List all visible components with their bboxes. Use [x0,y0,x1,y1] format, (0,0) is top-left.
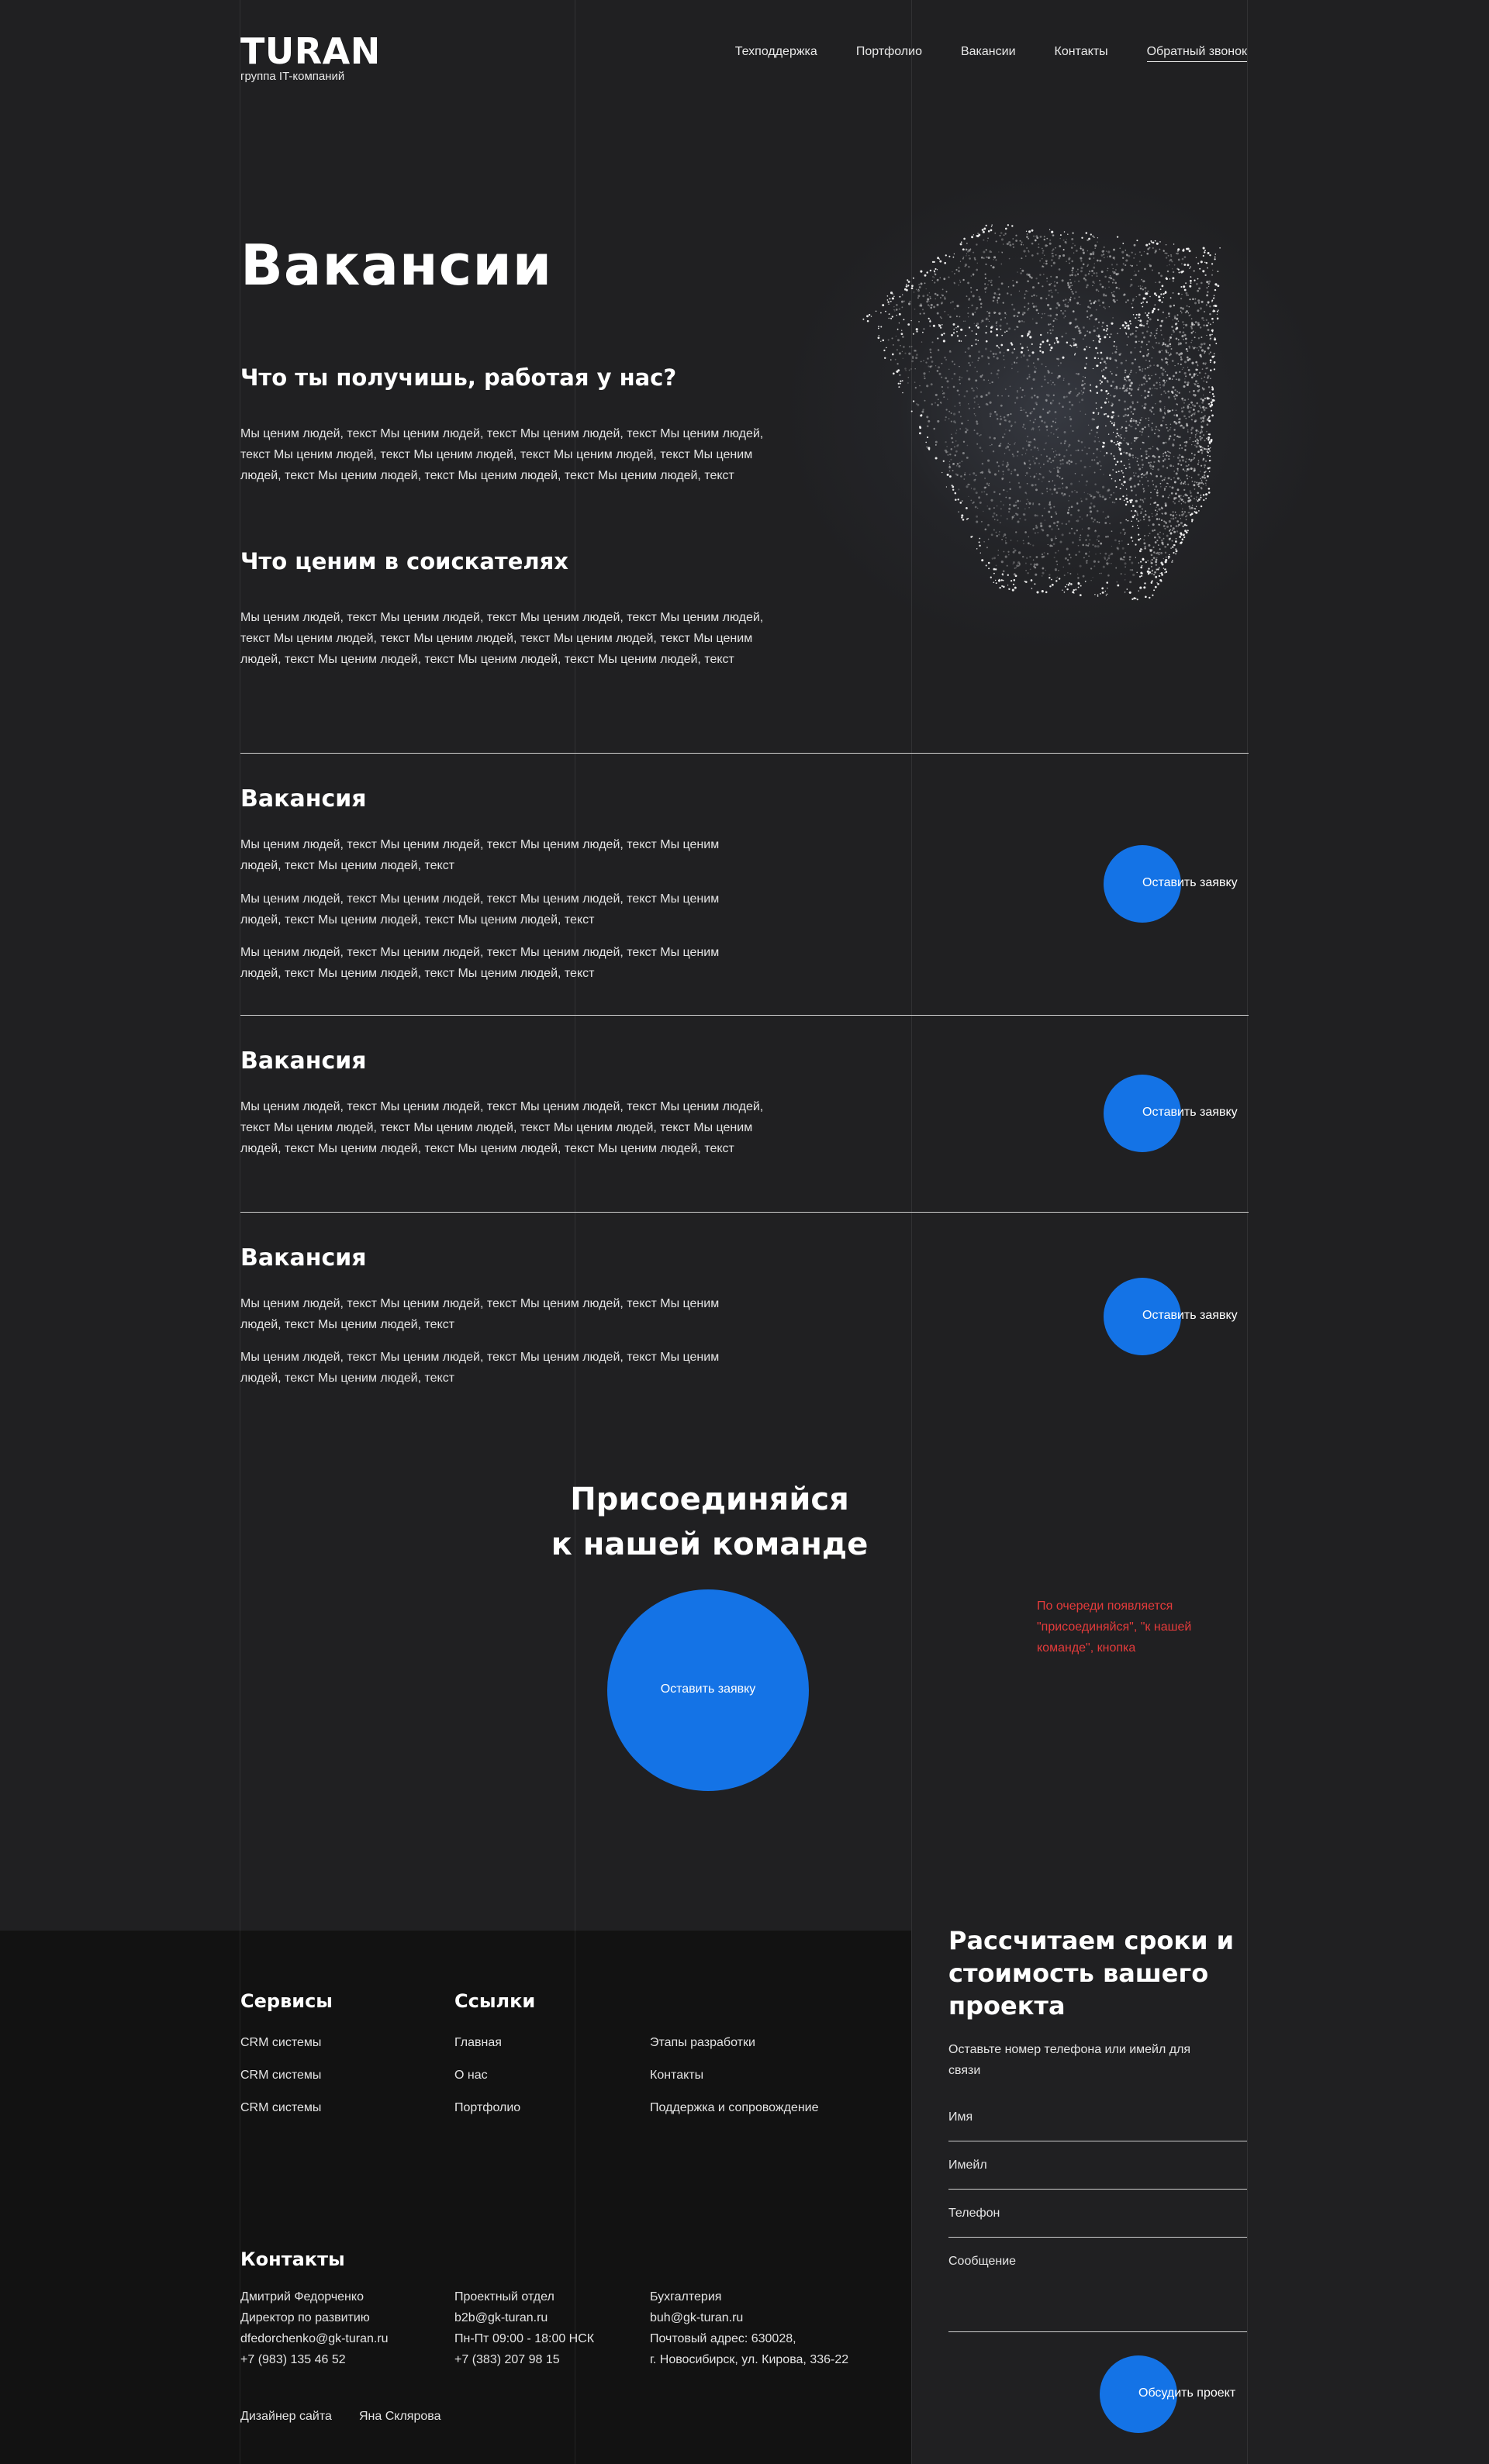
benefits-title: Что ты получишь, работая у нас? [240,364,677,391]
contact-dept-name: Проектный отдел [454,2290,554,2304]
main-nav: Техподдержка Портфолио Вакансии Контакты… [735,45,1247,62]
contact-project-dept: Проектный отдел b2b@gk-turan.ru Пн-Пт 09… [454,2286,594,2370]
contact-position: Директор по развитию [240,2311,370,2324]
hero-glow [776,163,1334,659]
message-field[interactable] [948,2255,1247,2332]
contacts-title: Контакты [240,2248,345,2270]
particle-cube-image [862,224,1221,601]
services-title: Сервисы [240,1990,333,2012]
designer-label: Дизайнер сайта [240,2410,332,2423]
contact-director: Дмитрий Федорченко Директор по развитию … [240,2286,389,2370]
join-title: Присоединяйся к нашей команде [465,1477,954,1567]
footer-link-contacts[interactable]: Контакты [650,2069,704,2082]
vacancy-text: Мы ценим людей, текст Мы ценим людей, те… [240,1351,720,1385]
footer-link-stages[interactable]: Этапы разработки [650,2036,755,2049]
phone-field[interactable] [948,2207,1247,2238]
vacancy-text: Мы ценим людей, текст Мы ценим людей, те… [240,838,720,872]
nav-contacts[interactable]: Контакты [1054,45,1108,58]
contact-address-line1: Почтовый адрес: 630028, [650,2332,796,2345]
contact-email[interactable]: b2b@gk-turan.ru [454,2311,548,2324]
contact-email[interactable]: dfedorchenko@gk-turan.ru [240,2332,389,2345]
form-title: Рассчитаем сроки и стоимость вашего прое… [948,1926,1235,2021]
submit-button-circle[interactable] [1100,2355,1177,2433]
logo[interactable]: TURAN группа IT-компаний [240,30,381,84]
grid-line [911,0,912,2464]
join-apply-button-label[interactable]: Оставить заявку [660,1682,756,1696]
contact-name: Дмитрий Федорченко [240,2290,364,2304]
vacancy-title: Вакансия [240,1047,367,1075]
message-input[interactable] [948,2255,1247,2310]
footer-link-service[interactable]: CRM системы [240,2101,322,2114]
footer-link-service[interactable]: CRM системы [240,2036,322,2049]
email-field[interactable] [948,2159,1247,2190]
grid-line [1247,0,1248,2464]
footer-link-home[interactable]: Главная [454,2036,502,2049]
divider [240,1212,1249,1213]
nav-vacancies[interactable]: Вакансии [960,45,1016,58]
logo-subtitle: группа IT-компаний [240,70,345,83]
footer-link-about[interactable]: О нас [454,2069,488,2082]
divider [240,753,1249,754]
benefits-text: Мы ценим людей, текст Мы ценим людей, те… [240,427,764,482]
nav-callback[interactable]: Обратный звонок [1146,45,1247,62]
contact-address-line2: г. Новосибирск, ул. Кирова, 336-22 [650,2353,849,2366]
name-field[interactable] [948,2110,1247,2141]
join-apply-button[interactable] [607,1589,809,1791]
nav-support[interactable]: Техподдержка [734,45,817,58]
page-title: Вакансии [240,233,553,298]
design-note: По очереди появляется "присоединяйся", "… [1037,1600,1192,1655]
logo-title: TURAN [240,30,381,72]
links-title: Ссылки [454,1990,536,2012]
apply-button-label[interactable]: Оставить заявку [1142,1106,1238,1119]
contact-email[interactable]: buh@gk-turan.ru [650,2311,744,2324]
contact-phone[interactable]: +7 (383) 207 98 15 [454,2353,560,2366]
name-input[interactable] [948,2110,1247,2124]
contact-hours: Пн-Пт 09:00 - 18:00 НСК [454,2332,595,2345]
contact-accounting: Бухгалтерия buh@gk-turan.ru Почтовый адр… [650,2286,848,2370]
contact-dept-name: Бухгалтерия [650,2290,722,2304]
apply-button-circle[interactable] [1104,1278,1181,1355]
footer-background [0,1931,911,2464]
apply-button-label[interactable]: Оставить заявку [1142,876,1238,889]
email-input[interactable] [948,2159,1247,2172]
contact-phone[interactable]: +7 (983) 135 46 52 [240,2353,346,2366]
submit-button-label[interactable]: Обсудить проект [1138,2386,1236,2400]
join-title-line1: Присоединяйся [570,1482,849,1517]
designer-name[interactable]: Яна Склярова [359,2410,441,2423]
vacancy-title: Вакансия [240,1244,367,1272]
vacancy-text: Мы ценим людей, текст Мы ценим людей, те… [240,1100,764,1155]
vacancy-text: Мы ценим людей, текст Мы ценим людей, те… [240,946,720,980]
vacancy-title: Вакансия [240,785,367,813]
requirements-title: Что ценим в соискателях [240,548,568,575]
divider [240,1015,1249,1016]
join-title-line2: к нашей команде [551,1527,869,1562]
footer-link-portfolio[interactable]: Портфолио [454,2101,521,2114]
vacancy-text: Мы ценим людей, текст Мы ценим людей, те… [240,1297,720,1331]
footer-link-service[interactable]: CRM системы [240,2069,322,2082]
nav-portfolio[interactable]: Портфолио [855,45,922,58]
apply-button-circle[interactable] [1104,1075,1181,1152]
vacancy-text: Мы ценим людей, текст Мы ценим людей, те… [240,892,720,927]
apply-button-label[interactable]: Оставить заявку [1142,1309,1238,1322]
phone-input[interactable] [948,2207,1247,2221]
requirements-text: Мы ценим людей, текст Мы ценим людей, те… [240,611,764,666]
form-subtitle: Оставьте номер телефона или имейл для св… [948,2043,1191,2077]
footer-link-support[interactable]: Поддержка и сопровождение [650,2101,819,2114]
apply-button-circle[interactable] [1104,845,1181,923]
